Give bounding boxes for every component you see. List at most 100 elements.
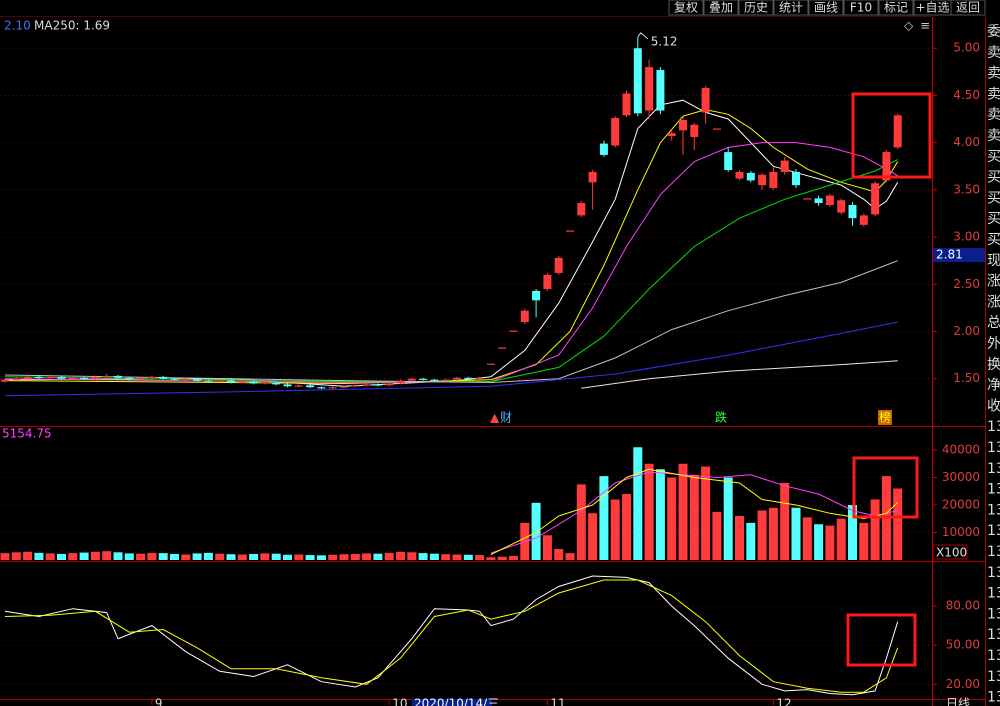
- volume-bar: [192, 553, 202, 560]
- volume-bar: [667, 477, 677, 560]
- cursor-date-box: [412, 699, 492, 706]
- candle-body: [441, 379, 450, 381]
- candle-body: [362, 384, 371, 386]
- toolbar-button[interactable]: [668, 0, 704, 16]
- side-label: 委: [987, 24, 1000, 40]
- volume-bar: [418, 553, 428, 560]
- side-label: 卖: [987, 107, 1000, 123]
- toolbar-label[interactable]: 画线: [814, 1, 838, 15]
- candle-body: [102, 375, 111, 378]
- volume-bar: [102, 551, 112, 560]
- y-tick-label: 4.00: [953, 135, 980, 149]
- indicator-line: [4, 99, 899, 387]
- candle-body: [215, 380, 224, 382]
- toolbar-button[interactable]: [808, 0, 844, 16]
- candle-body: [543, 274, 552, 290]
- toolbar-label[interactable]: 返回: [956, 1, 980, 15]
- toolbar-button[interactable]: [738, 0, 774, 16]
- volume-bar: [34, 552, 44, 560]
- toolbar-label[interactable]: +自选: [915, 1, 949, 15]
- volume-bar: [328, 554, 338, 560]
- volume-bar: [712, 511, 722, 560]
- toolbar-button[interactable]: [878, 0, 914, 16]
- volume-bar: [57, 553, 66, 560]
- volume-bar: [554, 549, 564, 560]
- side-label: 13: [987, 565, 1000, 581]
- side-label: 买: [987, 190, 1000, 206]
- candle-body: [1, 379, 9, 382]
- candle-body: [91, 376, 100, 379]
- period[interactable]: 日线: [946, 697, 970, 706]
- side-label: 13: [987, 669, 1000, 685]
- toolbar-label[interactable]: 历史: [744, 1, 768, 15]
- toolbar-label[interactable]: F10: [850, 1, 872, 15]
- side-label: 13: [987, 440, 1000, 456]
- candle-body: [419, 378, 428, 380]
- candle-body: [283, 384, 292, 387]
- toolbar-label[interactable]: 叠加: [709, 1, 733, 15]
- volume-bar: [859, 522, 869, 560]
- candle-body: [351, 385, 360, 387]
- candle-body: [679, 119, 687, 131]
- candle-body: [882, 152, 891, 181]
- candle-body: [23, 376, 32, 379]
- volume-bar: [260, 553, 270, 560]
- candle-body: [769, 171, 778, 188]
- candle-body: [566, 230, 574, 232]
- candle-body: [340, 386, 348, 388]
- toolbar-label[interactable]: 统计: [779, 1, 803, 15]
- candle-body: [453, 377, 461, 380]
- volume-bar: [271, 553, 281, 560]
- side-label: 换: [987, 356, 1000, 373]
- y-tick-label: 80.00: [946, 599, 980, 613]
- indicator-line: [581, 360, 898, 389]
- toolbar-button[interactable]: [703, 0, 739, 16]
- icon[interactable]: ◇: [904, 19, 914, 33]
- volume-unit: X100: [936, 546, 967, 560]
- volume-bar: [407, 552, 417, 560]
- volume-bar: [531, 502, 541, 560]
- volume-bar: [791, 507, 801, 560]
- candle-body: [80, 377, 89, 379]
- toolbar-button[interactable]: [843, 0, 879, 16]
- icon[interactable]: ≡: [920, 19, 930, 33]
- volume-bar: [452, 554, 462, 560]
- y-tick-label: 10000: [942, 525, 980, 539]
- candle-body: [712, 128, 721, 130]
- volume-bar: [701, 466, 711, 560]
- toolbar-label[interactable]: 复权: [674, 1, 698, 15]
- candle-body: [633, 48, 642, 114]
- peak-label: 5.12: [651, 34, 678, 48]
- volume-bar: [723, 477, 733, 560]
- candle-body: [147, 376, 156, 379]
- candle-body: [430, 379, 439, 381]
- volume-bar: [124, 553, 134, 560]
- highlight-box: [851, 92, 932, 179]
- side-label: 买: [987, 149, 1000, 165]
- side-label: 13: [987, 419, 1000, 435]
- candle-body: [803, 198, 812, 200]
- candle-body: [114, 375, 122, 378]
- volume-bar: [870, 499, 880, 560]
- volume-bar: [0, 553, 10, 560]
- candle-body: [238, 381, 247, 383]
- x-tick-label: 12: [776, 697, 791, 706]
- candle-body: [181, 378, 190, 380]
- toolbar-button[interactable]: [950, 0, 986, 16]
- toolbar-button[interactable]: [773, 0, 809, 16]
- toolbar-label[interactable]: 标记: [884, 1, 908, 15]
- indicator-line: [4, 321, 898, 397]
- volume-bar: [633, 447, 643, 560]
- candle-body: [746, 172, 755, 181]
- side-label: 13: [987, 648, 1000, 664]
- side-label: 卖: [987, 66, 1000, 82]
- side-label: 涨: [987, 294, 1000, 310]
- volume-bar: [497, 556, 507, 560]
- cursor-price: 2.81: [936, 248, 963, 262]
- candle-body: [724, 152, 733, 171]
- cursor-date: 2020/10/14/三: [414, 697, 499, 706]
- candle-body: [758, 174, 767, 186]
- side-label: 买: [987, 211, 1000, 227]
- volume-bar: [599, 476, 609, 560]
